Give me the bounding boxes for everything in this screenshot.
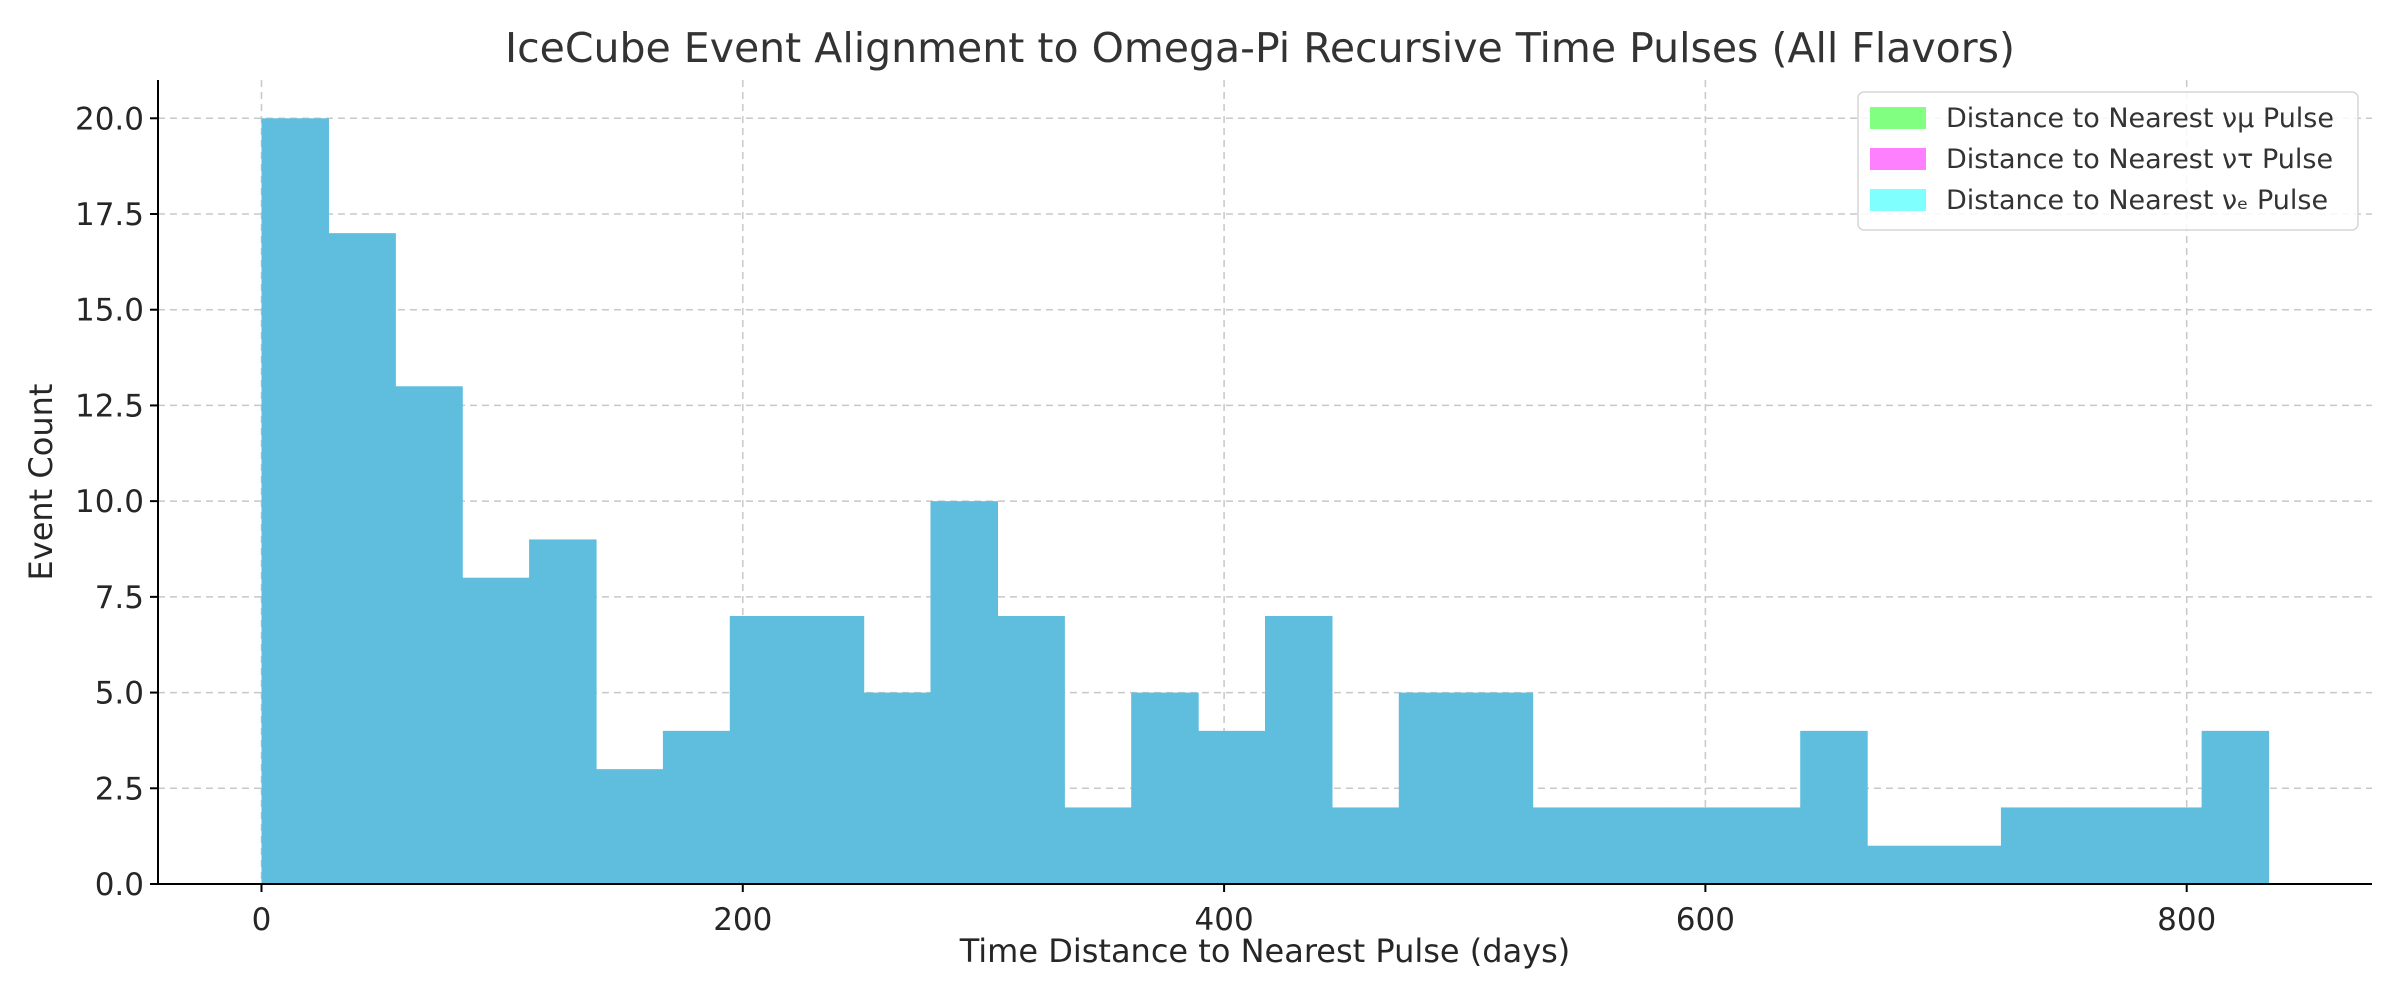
legend-box <box>1857 91 2359 231</box>
histogram-bar <box>1465 692 1534 884</box>
x-tick-label: 600 <box>1676 902 1735 938</box>
histogram-bar <box>2201 730 2270 884</box>
y-tick-label: 7.5 <box>95 580 144 616</box>
histogram-bar <box>1131 692 1199 884</box>
x-tick-label: 800 <box>2157 902 2216 938</box>
y-tick-label: 10.0 <box>75 484 144 520</box>
legend: Distance to Nearest νμ Pulse Distance to … <box>1857 91 2359 231</box>
chart-title: IceCube Event Alignment to Omega-Pi Recu… <box>505 24 2015 72</box>
y-tick-label: 2.5 <box>95 771 144 807</box>
x-axis-ticks: 0 200 400 600 800 <box>252 884 2216 938</box>
histogram-bar <box>796 616 865 884</box>
histogram-bar <box>261 118 329 885</box>
x-tick-label: 200 <box>713 902 772 938</box>
x-tick-label: 400 <box>1195 902 1254 938</box>
histogram-bar <box>2067 807 2136 884</box>
y-axis-ticks: 0.0 2.5 5.0 7.5 10.0 12.5 15.0 17.5 20.0 <box>75 101 158 903</box>
y-tick-label: 17.5 <box>75 197 144 233</box>
histogram-bar <box>595 769 664 884</box>
legend-label: Distance to Nearest ντ Pulse <box>1946 144 2333 175</box>
y-axis-label: Event Count <box>22 384 60 581</box>
histogram-bar <box>729 616 798 884</box>
y-tick-label: 15.0 <box>75 293 144 329</box>
y-tick-label: 5.0 <box>95 676 144 712</box>
histogram-bar <box>328 233 396 885</box>
histogram-bar <box>1800 730 1868 884</box>
histogram-bar <box>997 616 1065 884</box>
histogram-bar <box>1398 692 1467 884</box>
histogram-bar <box>1265 616 1333 884</box>
histogram-bar <box>863 692 932 884</box>
x-axis-label: Time Distance to Nearest Pulse (days) <box>959 932 1571 970</box>
histogram-bar <box>1599 807 1668 884</box>
histogram-bar <box>1666 807 1734 884</box>
histogram-bar <box>1934 845 2002 884</box>
histogram-bar <box>1198 730 1266 884</box>
histogram-bar <box>662 730 731 884</box>
histogram-bar <box>930 501 998 884</box>
histogram-bar <box>462 577 530 884</box>
histogram-bar <box>1867 845 1935 884</box>
histogram-bar <box>1733 807 1801 884</box>
histogram-bar <box>1532 807 1601 884</box>
y-tick-label: 20.0 <box>75 101 144 137</box>
legend-swatch <box>1870 189 1926 211</box>
histogram-bar <box>2000 807 2069 884</box>
histogram-bar <box>529 539 597 884</box>
histogram-bar <box>1331 807 1400 884</box>
legend-swatch <box>1870 148 1926 170</box>
y-tick-label: 12.5 <box>75 388 144 424</box>
histogram-bar <box>395 386 463 884</box>
histogram-bar <box>2134 807 2203 884</box>
y-tick-label: 0.0 <box>95 867 144 903</box>
histogram-bar <box>1064 807 1132 884</box>
legend-swatch <box>1870 107 1926 129</box>
legend-label: Distance to Nearest νμ Pulse <box>1946 103 2334 134</box>
histogram-bars <box>261 118 2270 885</box>
legend-label: Distance to Nearest νₑ Pulse <box>1946 185 2328 216</box>
x-tick-label: 0 <box>252 902 272 938</box>
